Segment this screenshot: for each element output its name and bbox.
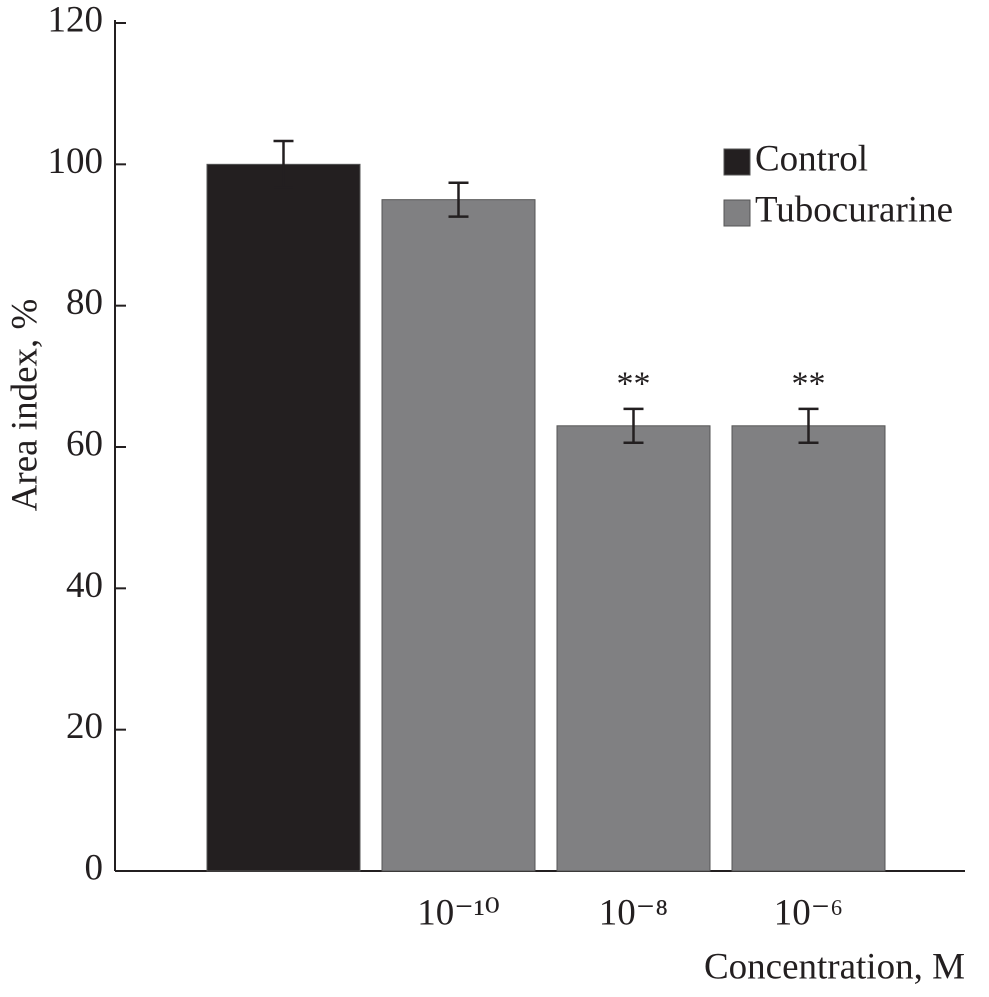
error-bar: [273, 139, 294, 189]
y-tick-label: 120: [48, 0, 104, 40]
legend-swatch: [723, 199, 751, 227]
bar: [206, 163, 361, 872]
significance-label: **: [617, 366, 651, 403]
legend-label: Tubocurarine: [755, 189, 953, 230]
x-tick-label: 10⁻¹⁰: [417, 892, 499, 933]
x-tick-label: 10⁻⁶: [774, 892, 843, 933]
y-tick-label: 100: [48, 141, 104, 182]
bar: [381, 199, 536, 872]
significance-label: **: [792, 366, 826, 403]
y-tick-label: 40: [66, 565, 103, 606]
y-tick-label: 20: [66, 706, 103, 747]
legend-swatch: [723, 148, 751, 176]
x-tick-label: 10⁻⁸: [599, 892, 668, 933]
y-tick-label: 0: [85, 847, 104, 888]
error-bar: [798, 407, 819, 445]
x-axis-label: Concentration, M: [704, 946, 965, 987]
bar: [731, 425, 886, 872]
legend-label: Control: [755, 138, 868, 179]
y-tick-label: 80: [66, 282, 103, 323]
error-bar: [623, 407, 644, 445]
bar: [556, 425, 711, 872]
y-axis-label: Area index, %: [4, 299, 45, 512]
y-tick-label: 60: [66, 423, 103, 464]
error-bar: [448, 181, 469, 218]
